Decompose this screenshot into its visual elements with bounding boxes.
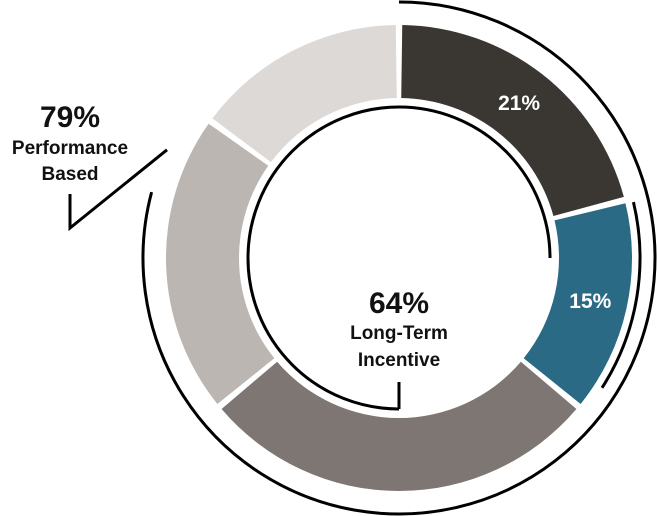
- donut-segment-5: [212, 25, 397, 163]
- performance-based-label-line1: Performance: [12, 138, 128, 159]
- donut-segments: [165, 25, 633, 491]
- segment-labels: 21% 15%: [498, 92, 612, 313]
- donut-segment-2: [523, 203, 633, 404]
- performance-based-leader-line: [68, 148, 168, 232]
- donut-segment-3: [221, 361, 577, 491]
- long-term-incentive-label-line1: Long-Term: [350, 323, 448, 344]
- performance-based-label-line2: Based: [41, 164, 98, 185]
- donut-segment-1: [401, 25, 624, 217]
- long-term-incentive-outer-bracket: [600, 201, 642, 389]
- performance-based-value: 79%: [40, 101, 100, 134]
- segment-label-2: 15%: [569, 290, 611, 313]
- long-term-incentive-value: 64%: [369, 287, 429, 320]
- long-term-incentive-label-line2: Incentive: [358, 350, 440, 371]
- donut-segment-4: [165, 123, 275, 404]
- long-term-incentive-inner-bracket: [246, 105, 552, 411]
- performance-based-bracket: [141, 0, 657, 516]
- segment-label-1: 21%: [498, 92, 540, 115]
